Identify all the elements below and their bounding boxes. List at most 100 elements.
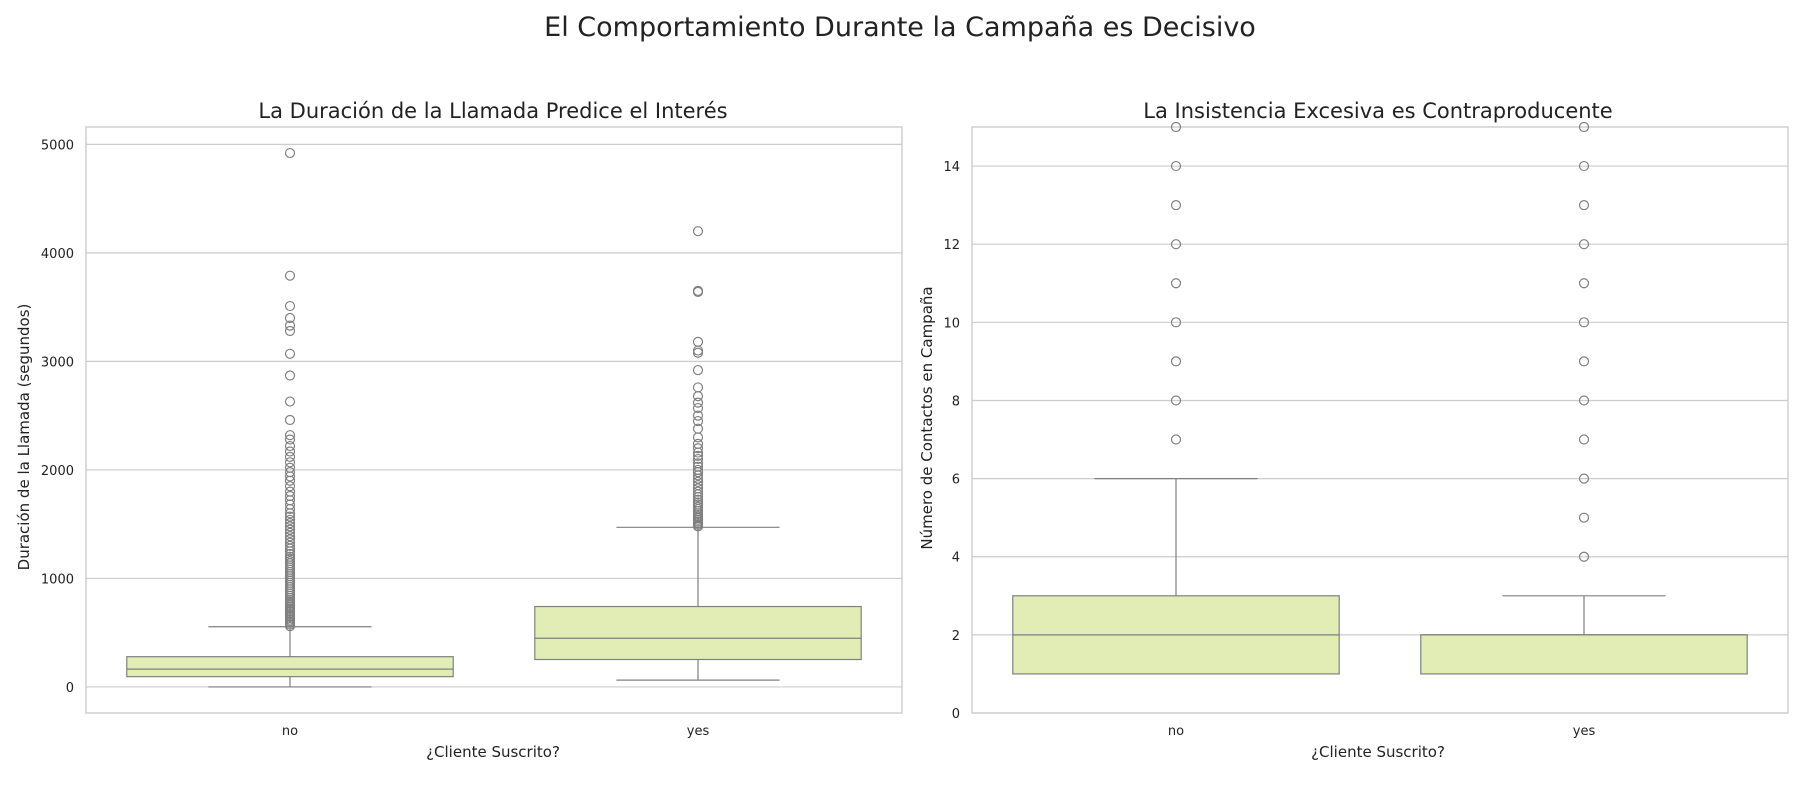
left-xtick-label: yes [687, 724, 710, 739]
outlier-point [1578, 239, 1590, 250]
outlier-point [284, 270, 296, 281]
right-xtick-label: yes [1573, 724, 1596, 739]
outlier-point [1578, 473, 1590, 484]
outlier-point [692, 476, 704, 487]
figure-suptitle: El Comportamiento Durante la Campaña es … [544, 12, 1256, 43]
outlier-point [284, 446, 296, 457]
outlier-point [284, 325, 296, 337]
outlier-point [284, 490, 296, 502]
outlier-point [692, 458, 704, 469]
outlier-point [1170, 434, 1182, 445]
outlier-point [1170, 200, 1182, 211]
outlier-point [1578, 160, 1590, 172]
outlier-point [692, 397, 704, 408]
right-ytick-label: 12 [943, 238, 960, 253]
outlier-point [692, 345, 704, 356]
right-ytick-label: 0 [952, 707, 960, 722]
outlier-point [284, 521, 296, 532]
right-box-no [1012, 121, 1340, 675]
right-ytick-label: 14 [943, 160, 960, 175]
outlier-point [284, 440, 296, 452]
right-ytick-label: 2 [952, 629, 960, 644]
outlier-point [284, 147, 296, 159]
outlier-point [1170, 121, 1182, 133]
outlier-point [692, 438, 704, 449]
outlier-point [1170, 317, 1182, 328]
outlier-point [1578, 551, 1590, 562]
outlier-point [1578, 512, 1590, 523]
left-ytick-label: 1000 [41, 572, 74, 587]
outlier-point [284, 534, 296, 545]
outlier-point [692, 461, 704, 472]
outlier-point [692, 391, 704, 402]
left-panel-xlabel: ¿Cliente Suscrito? [426, 743, 560, 761]
outlier-point [284, 457, 296, 468]
iqr-box [126, 656, 454, 678]
left-panel-duration: 0 1000 2000 3000 4000 5000 La Duración de la … [15, 99, 903, 761]
right-axes-frame [971, 126, 1789, 714]
right-ytick-label: 4 [952, 551, 960, 566]
outlier-point [284, 551, 296, 562]
outlier-point [284, 514, 296, 525]
left-ytick-label: 4000 [41, 247, 74, 262]
outlier-point [284, 312, 296, 324]
outlier-point [692, 464, 704, 476]
left-xtick-label: no [282, 724, 298, 739]
outlier-point [692, 423, 704, 434]
outlier-point [692, 432, 704, 443]
outlier-point [284, 414, 296, 426]
right-ytick-label: 8 [952, 394, 960, 409]
left-panel-ylabel: Duración de la Llamada (segundos) [15, 304, 33, 571]
outlier-point [1170, 395, 1182, 406]
outlier-point [284, 481, 296, 492]
outlier-point [284, 524, 296, 535]
outlier-point [692, 347, 704, 358]
outlier-point [284, 486, 296, 497]
outlier-point [692, 402, 704, 414]
outlier-point [692, 483, 704, 494]
outlier-point [284, 434, 296, 445]
left-panel-title: La Duración de la Llamada Predice el Int… [258, 99, 727, 123]
outlier-point [1578, 278, 1590, 289]
outlier-point [1170, 160, 1182, 172]
outlier-point [284, 531, 296, 542]
outlier-point [692, 336, 704, 347]
right-panel-contacts: 0 2 4 6 8 10 12 14 La Insistencia Excesiva es C… [918, 99, 1789, 761]
outlier-point [284, 540, 296, 551]
outlier-point [284, 527, 296, 538]
outlier-point [1170, 278, 1182, 289]
outlier-point [1578, 200, 1590, 211]
outlier-point [284, 320, 296, 331]
left-ytick-label: 3000 [41, 355, 74, 370]
right-xtick-label: no [1168, 724, 1184, 739]
outlier-point [1578, 317, 1590, 328]
outlier-point [284, 396, 296, 407]
outlier-point [284, 511, 296, 522]
outlier-point [692, 415, 704, 427]
outlier-point [692, 486, 704, 497]
left-ytick-label: 0 [66, 681, 74, 696]
left-box-no [126, 147, 454, 688]
outlier-point [692, 494, 704, 505]
left-box-yes [534, 226, 862, 681]
iqr-box [534, 605, 862, 661]
outlier-point [692, 450, 704, 461]
right-panel-title: La Insistencia Excesiva es Contraproduce… [1143, 99, 1612, 123]
left-ytick-label: 5000 [41, 138, 74, 153]
outlier-point [692, 410, 704, 421]
left-axes-frame [85, 126, 903, 714]
iqr-box [1420, 634, 1748, 675]
outlier-point [284, 430, 296, 441]
outlier-point [1578, 356, 1590, 367]
right-panel-xlabel: ¿Cliente Suscrito? [1311, 743, 1445, 761]
outlier-point [692, 285, 704, 296]
outlier-point [692, 497, 704, 508]
outlier-point [284, 517, 296, 529]
outlier-point [284, 451, 296, 462]
outlier-point [692, 480, 704, 491]
outlier-point [284, 370, 296, 381]
outlier-point [692, 382, 704, 393]
outlier-point [1578, 121, 1590, 133]
right-panel-ylabel: Número de Contactos en Campaña [918, 286, 936, 549]
